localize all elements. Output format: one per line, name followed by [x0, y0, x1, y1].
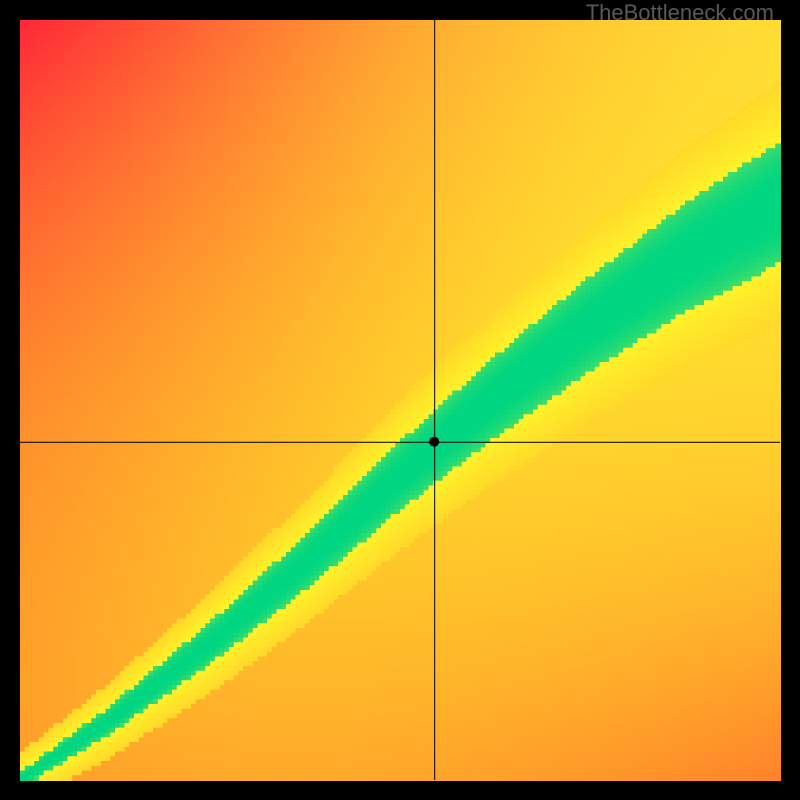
- chart-stage: TheBottleneck.com: [0, 0, 800, 800]
- bottleneck-heatmap: [0, 0, 800, 800]
- watermark-text: TheBottleneck.com: [586, 0, 774, 26]
